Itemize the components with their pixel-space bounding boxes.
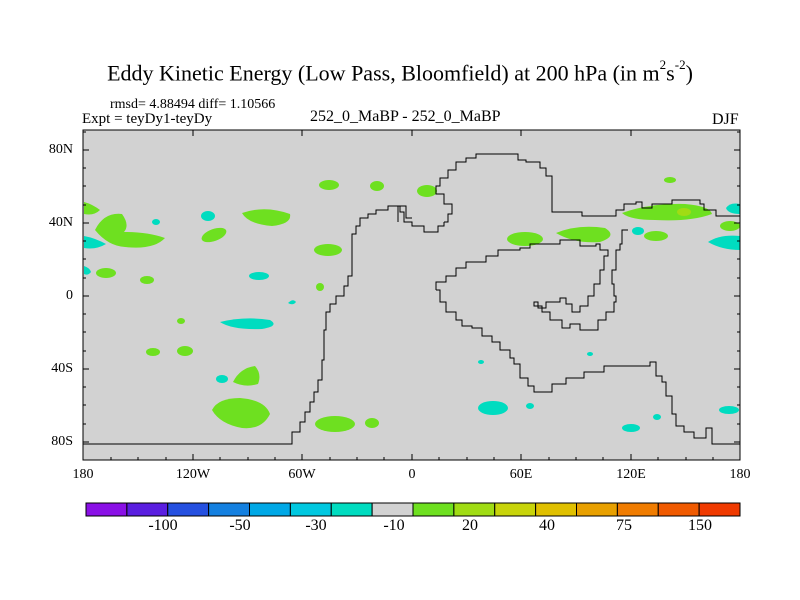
y-tick-0: 0	[66, 288, 73, 303]
map-title: Eddy Kinetic Energy (Low Pass, Bloomfiel…	[0, 57, 800, 86]
positive-anomaly-regions	[84, 177, 740, 432]
x-tick-60w: 60W	[288, 467, 316, 482]
colorbar-label-neg10: -10	[383, 517, 405, 534]
runs-label: 252_0_MaBP - 252_0_MaBP	[310, 108, 501, 125]
season-label: DJF	[712, 111, 739, 128]
colorbar-label-20: 20	[462, 517, 478, 534]
colorbar-swatch	[657, 502, 700, 517]
continent-outlines	[83, 153, 740, 445]
colorbar-swatch	[453, 502, 496, 517]
colorbar-swatch	[167, 502, 210, 517]
colorbar-swatch	[616, 502, 659, 517]
title-exponent-1: 2	[659, 57, 667, 72]
colorbar-label-neg100: -100	[148, 517, 178, 534]
title-text: Eddy Kinetic Energy (Low Pass, Bloomfiel…	[107, 60, 660, 86]
colorbar-label-40: 40	[539, 517, 555, 534]
colorbar-swatch	[208, 502, 251, 517]
x-tick-180e: 180	[729, 467, 751, 482]
high-anomaly-region	[677, 208, 691, 216]
title-unit-s: s	[666, 60, 675, 86]
x-tick-0: 0	[408, 467, 416, 482]
stats-label: rmsd= 4.88494 diff= 1.10566	[110, 97, 276, 112]
title-exponent-2: -2	[674, 57, 686, 72]
colorbar-label-neg50: -50	[229, 517, 251, 534]
negative-anomaly-regions	[84, 203, 740, 432]
colorbar-label-neg30: -30	[305, 517, 327, 534]
colorbar-swatch	[249, 502, 291, 517]
map-background	[83, 130, 740, 460]
colorbar-swatch	[698, 502, 741, 517]
x-tick-60e: 60E	[509, 467, 533, 482]
colorbar-swatch	[535, 502, 578, 517]
x-tick-120e: 120E	[616, 467, 646, 482]
axis-ticks	[82, 130, 741, 460]
colorbar-swatch	[85, 502, 128, 517]
colorbar-swatch	[494, 502, 537, 517]
title-close: )	[685, 60, 693, 86]
colorbar-swatch	[289, 502, 332, 517]
colorbar-swatch	[576, 502, 618, 517]
colorbar-label-150: 150	[688, 517, 712, 534]
colorbar	[85, 502, 741, 517]
x-tick-120w: 120W	[175, 467, 211, 482]
y-tick-40n: 40N	[48, 215, 73, 230]
colorbar-swatch	[371, 502, 414, 517]
y-tick-80n: 80N	[48, 142, 73, 157]
y-tick-40s: 40S	[51, 361, 73, 376]
experiment-label: Expt = teyDy1-teyDy	[82, 111, 213, 127]
colorbar-swatch	[330, 502, 373, 517]
x-tick-180w: 180	[72, 467, 94, 482]
colorbar-swatch	[412, 502, 455, 517]
y-tick-80s: 80S	[51, 434, 73, 449]
colorbar-label-75: 75	[616, 517, 632, 534]
colorbar-swatch	[126, 502, 169, 517]
